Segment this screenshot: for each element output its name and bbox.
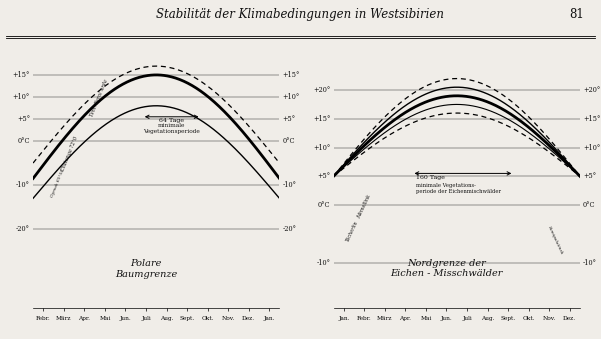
Text: Tem. Bero/ urda: Tem. Bero/ urda	[89, 78, 109, 117]
Text: Chatanga 72°0: Chatanga 72°0	[61, 136, 79, 172]
Text: 81: 81	[569, 8, 584, 21]
Text: +10°: +10°	[583, 143, 600, 152]
Text: Tscherlin: Tscherlin	[345, 220, 359, 242]
Text: +15°: +15°	[13, 71, 30, 79]
Text: -20°: -20°	[16, 225, 30, 233]
Text: minimale Vegetations-
periode der Eichenmischwälder: minimale Vegetations- periode der Eichen…	[416, 183, 501, 194]
Text: +20°: +20°	[583, 86, 600, 94]
Text: +20°: +20°	[313, 86, 331, 94]
Text: +15°: +15°	[282, 71, 300, 79]
Text: 0°C: 0°C	[282, 137, 295, 145]
Text: +5°: +5°	[583, 172, 596, 180]
Text: Oymak 65°55': Oymak 65°55'	[50, 168, 66, 198]
Text: +10°: +10°	[13, 93, 30, 101]
Text: Polare
Baumgrenze: Polare Baumgrenze	[115, 259, 177, 279]
Text: 160 Tage: 160 Tage	[416, 175, 445, 180]
Text: 0°C: 0°C	[583, 201, 596, 209]
Text: Semipalatinsk: Semipalatinsk	[547, 225, 564, 255]
Text: +10°: +10°	[282, 93, 300, 101]
Text: -10°: -10°	[583, 259, 597, 266]
Text: +5°: +5°	[282, 115, 296, 123]
Text: +5°: +5°	[17, 115, 30, 123]
Text: 64 Tage: 64 Tage	[159, 118, 184, 123]
Text: +15°: +15°	[583, 115, 600, 123]
Text: 0°C: 0°C	[318, 201, 331, 209]
Text: minimale
Vegetationsperiode: minimale Vegetationsperiode	[143, 123, 200, 134]
Text: 0°C: 0°C	[17, 137, 30, 145]
Text: -20°: -20°	[282, 225, 296, 233]
Text: +15°: +15°	[313, 115, 331, 123]
Text: Memellink: Memellink	[356, 194, 372, 219]
Text: -10°: -10°	[16, 181, 30, 189]
Text: -10°: -10°	[282, 181, 296, 189]
Text: Stabilität der Klimabedingungen in Westsibirien: Stabilität der Klimabedingungen in Wests…	[156, 8, 445, 21]
Text: +5°: +5°	[317, 172, 331, 180]
Text: -10°: -10°	[317, 259, 331, 266]
Text: Nordgrenze der
Eichen - Misschwälder: Nordgrenze der Eichen - Misschwälder	[390, 259, 502, 278]
Text: +10°: +10°	[313, 143, 331, 152]
